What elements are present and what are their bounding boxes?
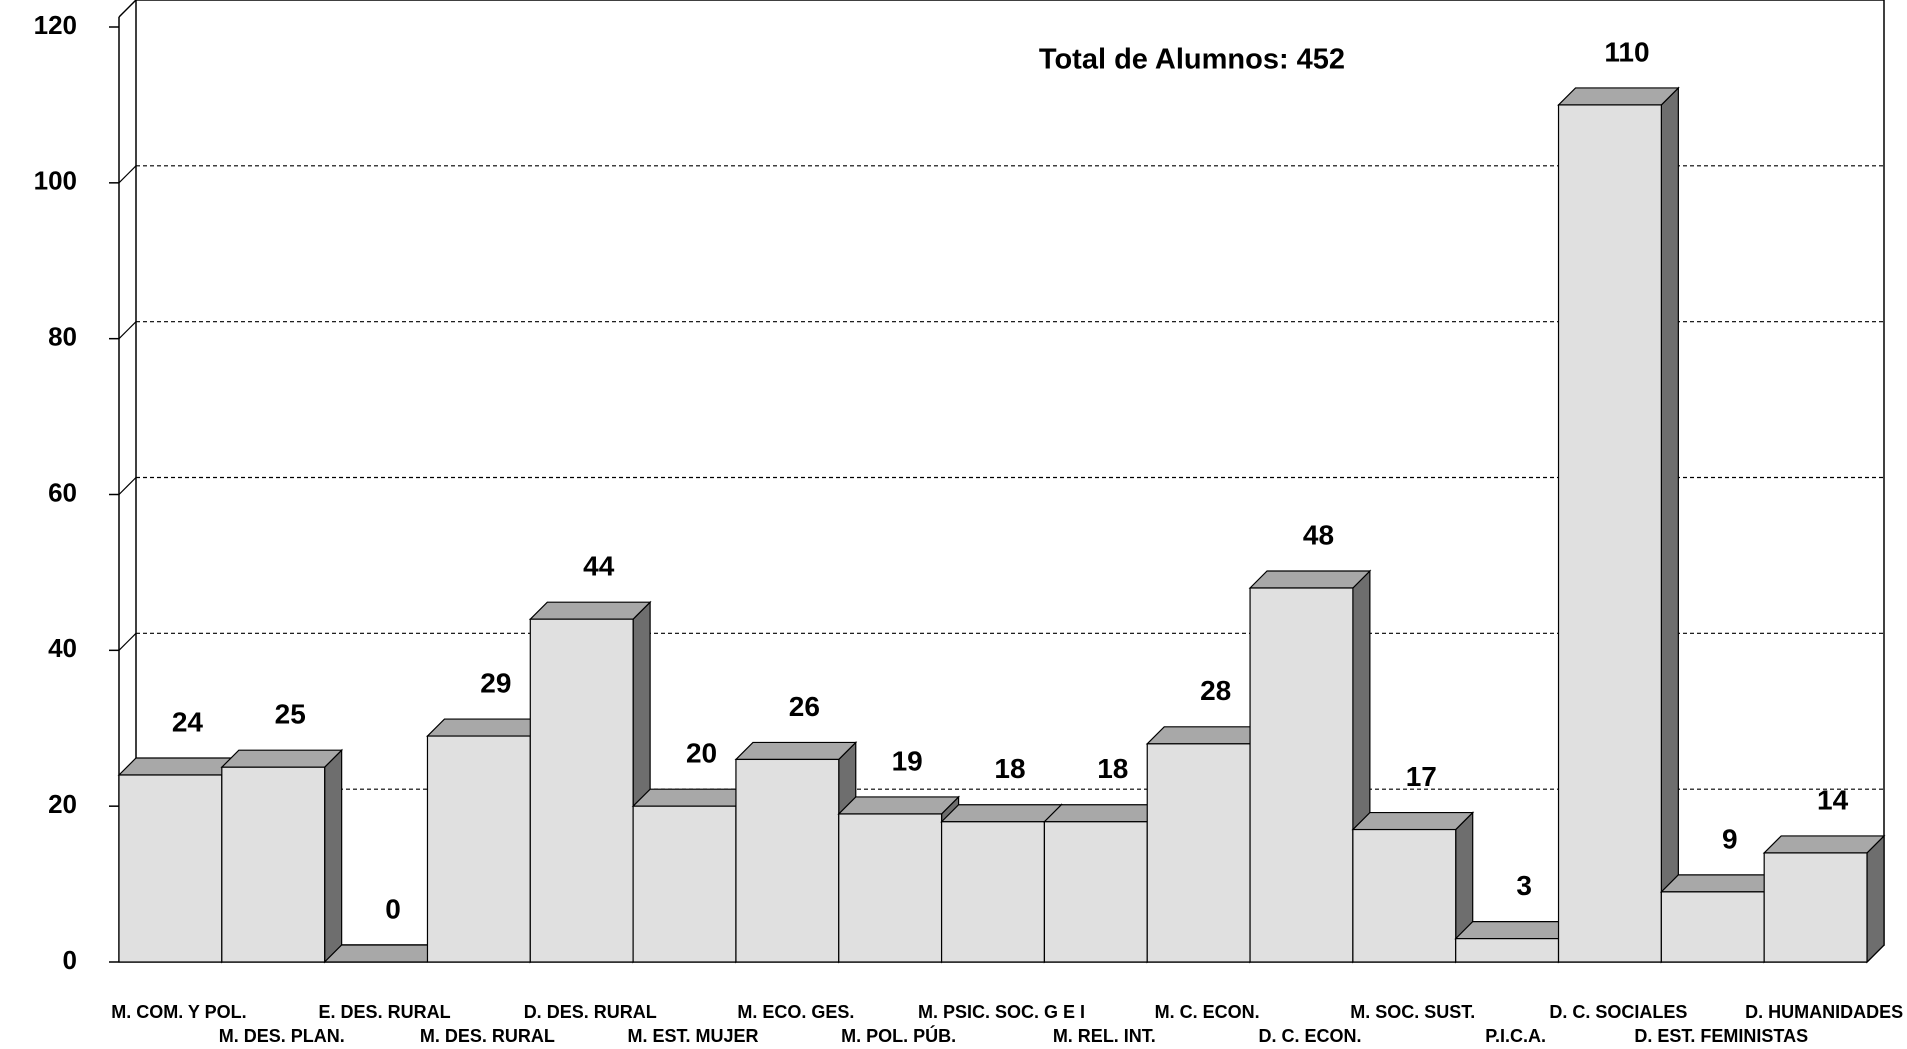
y-tick-label: 100: [34, 166, 77, 196]
bar-side: [324, 748, 343, 964]
x-tick-label: M. REL. INT.: [1053, 1026, 1156, 1046]
x-tick-label: D. C. SOCIALES: [1549, 1002, 1687, 1022]
value-label: 28: [1200, 675, 1231, 706]
bar-side: [1660, 86, 1679, 964]
bar: [940, 821, 1046, 963]
value-label: 48: [1303, 519, 1334, 550]
bar: [221, 766, 326, 963]
value-label: 19: [892, 745, 923, 776]
y-tick-label: 120: [34, 10, 77, 40]
x-tick-label: D. C. ECON.: [1258, 1026, 1361, 1046]
x-tick-label: M. DES. PLAN.: [219, 1026, 345, 1046]
bar-top: [220, 749, 344, 768]
x-tick-label: M. PSIC. SOC. G E I: [918, 1002, 1085, 1022]
bar: [1660, 891, 1765, 963]
x-tick-label: D. EST. FEMINISTAS: [1634, 1026, 1808, 1046]
bar: [426, 735, 531, 963]
bar: [529, 618, 634, 963]
grid-line-depth: [118, 321, 137, 340]
bar-top: [1248, 570, 1372, 589]
bar-top: [631, 788, 755, 807]
x-tick-label: M. ECO. GES.: [737, 1002, 854, 1022]
grid-line-depth: [118, 632, 137, 651]
bar-side: [1866, 834, 1885, 964]
y-tick-label: 0: [63, 945, 77, 975]
bar-top: [1762, 835, 1886, 854]
y-axis-depth: [118, 0, 137, 18]
bar-top: [1351, 811, 1475, 831]
value-label: 17: [1406, 761, 1437, 792]
value-label: 29: [480, 667, 511, 698]
grid-line-depth: [118, 165, 137, 184]
x-tick-label: M. C. ECON.: [1155, 1002, 1260, 1022]
bar: [1146, 743, 1251, 963]
bar-top: [1454, 921, 1577, 940]
bar: [632, 805, 737, 963]
value-label: 44: [583, 551, 615, 582]
value-label: 14: [1817, 784, 1849, 815]
x-tick-label: P.I.C.A.: [1485, 1026, 1546, 1046]
value-label: 25: [275, 699, 306, 730]
y-tick-label: 80: [48, 322, 77, 352]
annotation: Total de Alumnos: 452: [1039, 44, 1345, 76]
x-tick-label: M. COM. Y POL.: [111, 1002, 246, 1022]
value-label: 110: [1604, 36, 1649, 67]
bar-top: [323, 944, 446, 963]
bar-top: [1659, 874, 1783, 893]
bar-top: [528, 601, 652, 620]
bar: [1763, 852, 1868, 963]
y-tick-label: 20: [48, 789, 77, 819]
x-tick-label: M. SOC. SUST.: [1350, 1002, 1475, 1022]
bar: [1352, 828, 1457, 963]
bar-top: [426, 718, 549, 737]
bar-top: [837, 796, 961, 815]
bar-top: [734, 741, 858, 761]
x-tick-label: D. HUMANIDADES: [1745, 1002, 1903, 1022]
value-label: 18: [994, 753, 1025, 784]
x-tick-label: E. DES. RURAL: [319, 1002, 451, 1022]
bar: [1043, 821, 1148, 963]
value-label: 26: [789, 691, 820, 722]
bar-top: [1557, 87, 1680, 106]
x-tick-label: M. DES. RURAL: [420, 1026, 555, 1046]
value-label: 0: [385, 893, 401, 924]
bar-top: [1042, 804, 1166, 823]
value-label: 3: [1516, 870, 1532, 901]
grid-line-depth: [118, 477, 137, 495]
bar: [1557, 104, 1662, 963]
value-label: 24: [172, 706, 204, 737]
value-label: 9: [1722, 823, 1738, 854]
x-tick-label: D. DES. RURAL: [524, 1002, 657, 1022]
bar: [735, 758, 840, 963]
value-label: 18: [1097, 753, 1128, 784]
y-tick-label: 40: [48, 633, 77, 663]
bar: [118, 774, 223, 963]
bar: [1455, 938, 1560, 963]
bar-top: [1145, 726, 1269, 745]
x-tick-label: M. EST. MUJER: [628, 1026, 759, 1046]
bar: [838, 813, 943, 963]
bar: [1249, 587, 1354, 963]
x-tick-label: M. POL. PÚB.: [841, 1025, 956, 1046]
bar-top: [117, 757, 241, 776]
y-tick-label: 60: [48, 477, 77, 507]
value-label: 20: [686, 738, 717, 769]
bar-top: [940, 804, 1063, 823]
